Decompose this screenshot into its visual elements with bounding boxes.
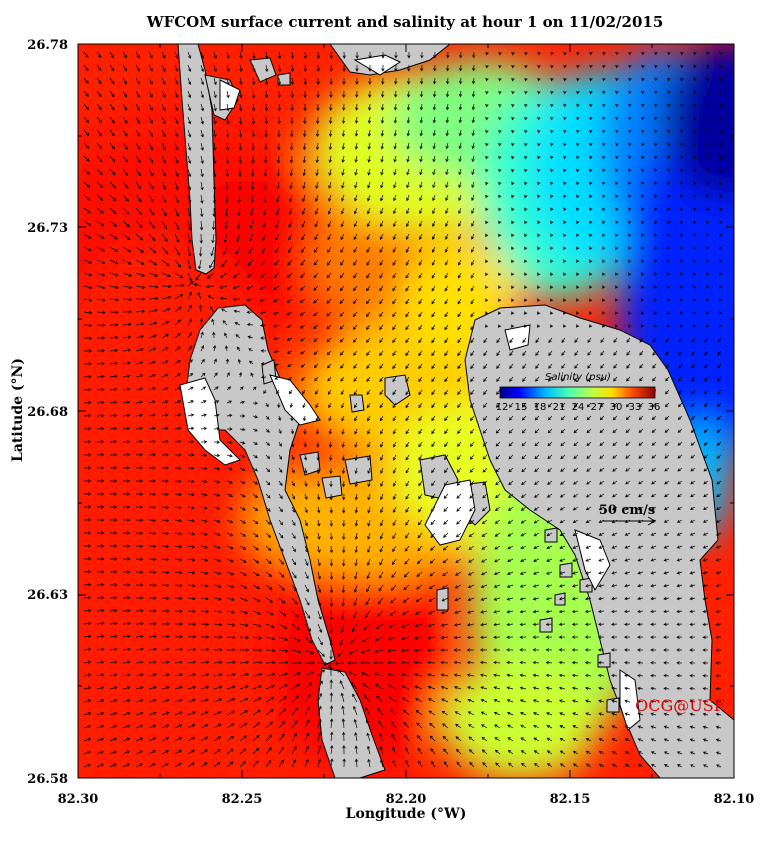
y-tick-label: 26.78 (27, 38, 68, 53)
colorbar-tick: 24 (572, 402, 585, 413)
axis-ticks (77, 43, 735, 779)
scale-arrow-label: 50 cm/s (599, 503, 655, 518)
colorbar-tick: 15 (515, 402, 528, 413)
credit-label: OCG@USF (635, 696, 725, 715)
x-tick-label: 82.20 (386, 792, 427, 807)
y-axis-label: Latitude (°N) (10, 358, 26, 462)
current-vectors (83, 51, 723, 768)
x-axis-label: Longitude (°W) (346, 806, 467, 822)
x-tick-label: 82.15 (550, 792, 591, 807)
colorbar-tick: 36 (648, 402, 661, 413)
y-tick-label: 26.58 (27, 772, 68, 787)
y-tick-label: 26.73 (27, 221, 68, 236)
x-axis: 82.30 82.25 82.20 82.15 82.10 Longitude … (58, 792, 755, 822)
colorbar-tick: 18 (534, 402, 547, 413)
colorbar-tick: 27 (591, 402, 604, 413)
colorbar-gradient (499, 386, 656, 399)
y-axis: 26.78 26.73 26.68 26.63 26.58 Latitude (… (10, 38, 68, 787)
x-tick-label: 82.25 (222, 792, 263, 807)
y-tick-label: 26.68 (27, 405, 68, 420)
colorbar-tick: 12 (496, 402, 509, 413)
dry-area (179, 54, 641, 731)
y-tick-label: 26.63 (27, 588, 68, 603)
colorbar-tick: 21 (553, 402, 566, 413)
x-tick-label: 82.10 (714, 792, 755, 807)
colorbar-tick: 33 (629, 402, 642, 413)
x-tick-label: 82.30 (58, 792, 99, 807)
map-title: WFCOM surface current and salinity at ho… (146, 13, 664, 31)
scale-arrow: 50 cm/s (599, 503, 657, 526)
colorbar-tick: 30 (610, 402, 623, 413)
current-vector (83, 51, 723, 768)
colorbar-title: Salinity (psu) (545, 372, 611, 383)
colorbar-legend: Salinity (psu) 12 15 18 21 24 27 30 33 3… (496, 372, 661, 413)
